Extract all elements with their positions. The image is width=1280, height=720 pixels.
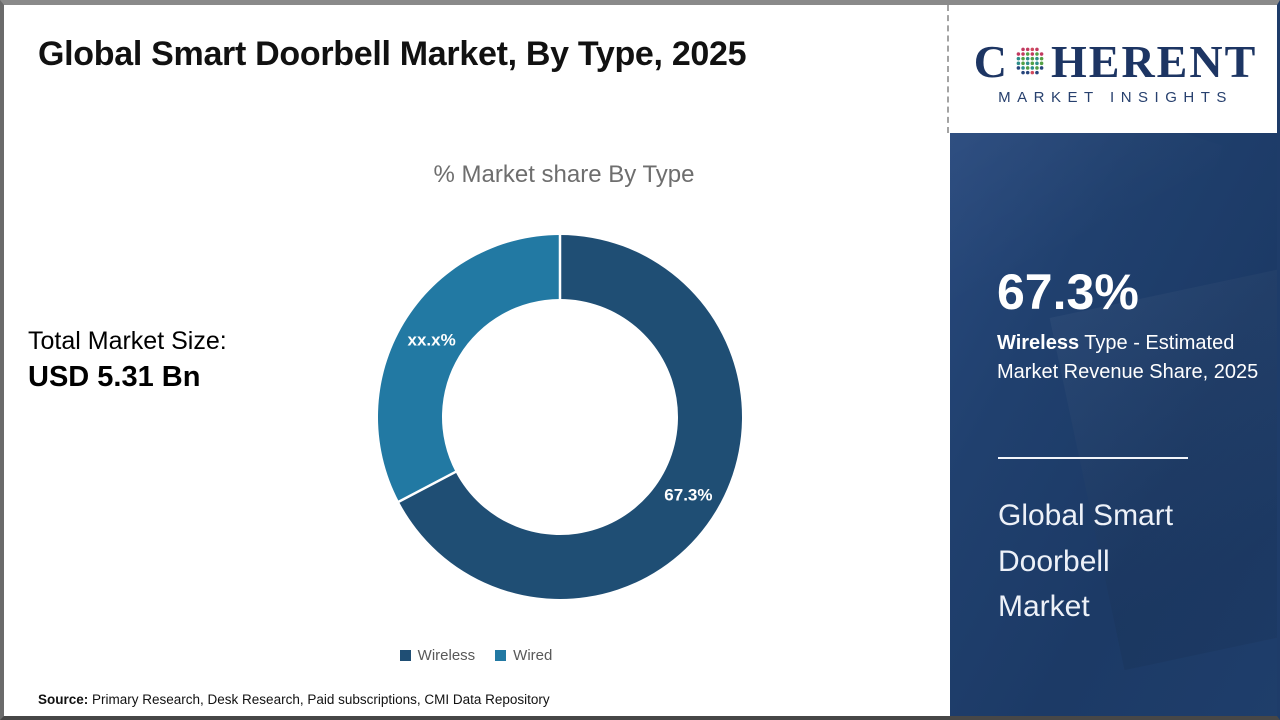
dashed-separator <box>947 5 949 133</box>
brand-logo: C HERENT MARKET INSIGHTS <box>950 5 1277 133</box>
globe-dot <box>1030 47 1035 51</box>
brand-logo-wordmark: C HERENT <box>973 35 1258 87</box>
globe-dot <box>1021 61 1025 65</box>
globe-dot <box>1016 61 1021 65</box>
slice-label-wired: xx.x% <box>408 330 456 349</box>
chart-legend: Wireless Wired <box>4 647 948 664</box>
globe-dot <box>1035 47 1039 51</box>
globe-dot <box>1030 61 1035 65</box>
globe-dot <box>1021 70 1025 74</box>
brand-logo-tagline: MARKET INSIGHTS <box>998 88 1233 106</box>
legend-swatch-icon <box>399 650 411 661</box>
page-title: Global Smart Doorbell Market, By Type, 2… <box>38 35 747 73</box>
sidebar-divider <box>998 457 1188 459</box>
globe-dot <box>1021 56 1025 60</box>
legend-item-wired: Wired <box>495 647 552 664</box>
globe-dot <box>1035 61 1039 65</box>
donut-chart-svg: 67.3% xx.x% <box>378 234 743 599</box>
globe-dot <box>1035 65 1039 70</box>
slice-label-wireless: 67.3% <box>664 486 712 505</box>
globe-dot <box>1016 65 1021 70</box>
slice-divider-line <box>397 470 458 504</box>
sidebar-stat-segment: Wireless <box>997 332 1080 354</box>
globe-dot <box>1021 65 1025 70</box>
globe-dot <box>1016 56 1021 60</box>
source-line: Source: Primary Research, Desk Research,… <box>38 692 550 707</box>
source-label: Source: <box>38 692 89 707</box>
globe-dot <box>1035 70 1039 74</box>
globe-dot <box>1021 47 1025 51</box>
globe-dot <box>1030 70 1035 74</box>
sidebar-panel: 67.3% Wireless Type - Estimated Market R… <box>950 133 1277 716</box>
globe-dot <box>1025 61 1030 65</box>
globe-dots-icon <box>1016 47 1044 74</box>
chart-title: % Market share By Type <box>433 161 695 188</box>
globe-dot <box>1025 51 1030 56</box>
legend-label: Wired <box>513 647 553 664</box>
sidebar-report-title: Global Smart Doorbell Market <box>998 499 1174 623</box>
legend-item-wireless: Wireless <box>399 647 476 664</box>
sidebar-stat-value: 67.3% <box>997 264 1139 320</box>
globe-dot <box>1035 51 1039 56</box>
globe-dot <box>1039 51 1044 56</box>
source-text: Primary Research, Desk Research, Paid su… <box>88 692 550 707</box>
sidebar-stat-rest: Type - Estimated Market Revenue Share, 2… <box>997 332 1259 383</box>
globe-dot <box>1021 51 1025 56</box>
total-market-size-label: Total Market Size: <box>28 327 227 355</box>
legend-label: Wireless <box>417 647 476 664</box>
globe-dot <box>1039 61 1044 65</box>
globe-dot <box>1025 65 1030 70</box>
legend-swatch-icon <box>495 650 507 661</box>
globe-dot <box>1025 47 1030 51</box>
sidebar-stat-description: Wireless Type - Estimated Market Revenue… <box>997 329 1261 387</box>
globe-dot <box>1039 56 1044 60</box>
globe-dot <box>1030 65 1035 70</box>
donut-slice-wired <box>378 235 560 502</box>
total-market-size-value: USD 5.31 Bn <box>28 361 201 393</box>
globe-dot <box>1030 51 1035 56</box>
globe-dot <box>1025 70 1030 74</box>
brand-logo-letter-c: C <box>973 35 1009 87</box>
globe-dot <box>1030 56 1035 60</box>
total-market-size: Total Market Size: USD 5.31 Bn <box>28 327 227 394</box>
donut-slice-wireless <box>398 235 743 599</box>
globe-dot <box>1016 51 1021 56</box>
globe-dot <box>1025 56 1030 60</box>
globe-dot <box>1035 56 1039 60</box>
globe-dot <box>1039 65 1044 70</box>
donut-chart: 67.3% xx.x% <box>370 227 750 607</box>
brand-logo-word-rest: HERENT <box>1050 35 1258 87</box>
